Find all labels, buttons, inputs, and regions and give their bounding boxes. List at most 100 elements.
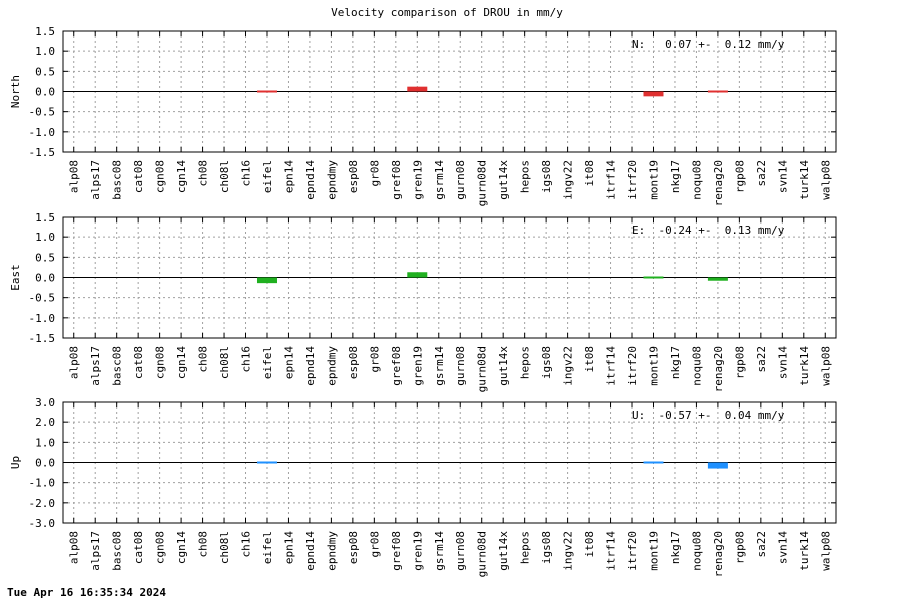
x-tick-label: gurn08 (454, 531, 467, 571)
x-tick-label: gurn08d (476, 160, 489, 206)
bar-mont19 (643, 461, 664, 464)
x-tick-label: igs08 (540, 531, 553, 564)
x-tick-label: itrf14 (605, 346, 618, 386)
x-tick-label: walp08 (819, 531, 832, 571)
x-tick-label: cgn14 (175, 531, 188, 564)
x-tick-label: esp08 (347, 160, 360, 193)
x-tick-label: renag20 (712, 160, 725, 206)
x-tick-label: mont19 (647, 531, 660, 571)
x-tick-label: turk14 (798, 346, 811, 386)
x-tick-label: gut14x (497, 531, 510, 571)
x-tick-label: cgn08 (154, 346, 167, 379)
x-tick-label: basc08 (111, 346, 124, 386)
plot-frame (62, 216, 837, 339)
x-tick-label: sa22 (755, 160, 768, 187)
y-tick-label: 2.0 (35, 416, 55, 429)
x-tick-label: epn14 (282, 531, 295, 564)
x-tick-label: ch08l (218, 531, 231, 564)
y-tick-label: -1.5 (29, 146, 56, 159)
x-tick-label: basc08 (111, 160, 124, 200)
chart-panel-up: -3.0 -2.0 -1.0 0.0 1.0 2.0 3.0 alp08 alps17 basc0… (9, 396, 837, 577)
x-tick-label: rgp08 (733, 531, 746, 564)
x-tick-label: renag20 (712, 531, 725, 577)
x-tick-label: epndmy (325, 531, 338, 571)
y-tick-label: 1.5 (35, 211, 55, 224)
x-tick-label: nkg17 (669, 531, 682, 564)
x-tick-label: noqu08 (690, 531, 703, 571)
x-tick-label: it08 (583, 531, 596, 558)
x-tick-label: it08 (583, 346, 596, 373)
x-tick-label: gref08 (390, 531, 403, 571)
x-tick-label: ch08 (197, 346, 210, 373)
plot-frame (62, 401, 837, 524)
stat-annotation: E: -0.24 +- 0.13 mm/y (632, 224, 785, 237)
x-tick-label: cgn08 (154, 160, 167, 193)
x-tick-label: rgp08 (733, 346, 746, 379)
x-tick-label: cgn08 (154, 531, 167, 564)
x-tick-label: gref08 (390, 160, 403, 200)
bar-renag20 (707, 462, 728, 469)
y-tick-label: 1.0 (35, 436, 55, 449)
bar-renag20 (707, 277, 728, 281)
y-axis-label: North (9, 75, 22, 108)
x-tick-label: walp08 (819, 346, 832, 386)
y-tick-label: -2.0 (29, 497, 56, 510)
chart-panel-north: -1.5 -1.0 -0.5 0.0 0.5 1.0 1.5 alp08 alps17 basc0… (9, 25, 837, 206)
bar-gren19 (407, 86, 428, 92)
x-tick-label: itrf14 (605, 531, 618, 571)
x-tick-label: ch16 (240, 160, 253, 187)
x-tick-label: gurn08d (476, 531, 489, 577)
x-tick-label: itrf20 (626, 346, 639, 386)
x-tick-label: cgn14 (175, 346, 188, 379)
x-tick-label: basc08 (111, 531, 124, 571)
x-tick-label: alps17 (89, 346, 102, 386)
bar-gren19 (407, 272, 428, 278)
x-tick-label: turk14 (798, 160, 811, 200)
x-tick-label: hepos (519, 346, 532, 379)
figure-title: Velocity comparison of DROU in mm/y (331, 6, 563, 19)
x-tick-label: gr08 (368, 160, 381, 187)
x-tick-label: gurn08 (454, 346, 467, 386)
x-tick-label: epn14 (282, 346, 295, 379)
y-axis-label: East (9, 264, 22, 291)
x-tick-label: igs08 (540, 160, 553, 193)
y-tick-label: 1.0 (35, 231, 55, 244)
x-tick-label: epndmy (325, 160, 338, 200)
x-tick-label: cgn14 (175, 160, 188, 193)
x-tick-label: alp08 (68, 346, 81, 379)
x-tick-label: cat08 (132, 531, 145, 564)
y-tick-label: 0.5 (35, 251, 55, 264)
x-tick-label: noqu08 (690, 160, 703, 200)
x-tick-label: itrf20 (626, 531, 639, 571)
y-tick-label: -1.5 (29, 332, 56, 345)
x-tick-label: gsrm14 (433, 160, 446, 200)
x-tick-label: epn14 (282, 160, 295, 193)
x-tick-label: eifel (261, 160, 274, 193)
x-tick-label: svn14 (776, 160, 789, 193)
x-tick-label: it08 (583, 160, 596, 187)
x-tick-label: svn14 (776, 346, 789, 379)
bar-mont19 (643, 91, 664, 97)
x-tick-label: esp08 (347, 531, 360, 564)
x-tick-label: noqu08 (690, 346, 703, 386)
x-tick-label: turk14 (798, 531, 811, 571)
x-tick-label: ingv22 (562, 531, 575, 571)
x-tick-label: alps17 (89, 531, 102, 571)
x-tick-label: gsrm14 (433, 346, 446, 386)
y-tick-label: -1.0 (29, 312, 56, 325)
bar-eifel (256, 277, 277, 284)
x-tick-label: gut14x (497, 346, 510, 386)
x-tick-label: mont19 (647, 160, 660, 200)
y-tick-label: 3.0 (35, 396, 55, 409)
y-tick-label: -0.5 (29, 292, 56, 305)
x-tick-label: gren19 (411, 531, 424, 571)
x-tick-label: ch16 (240, 346, 253, 373)
x-tick-label: itrf20 (626, 160, 639, 200)
x-tick-label: walp08 (819, 160, 832, 200)
x-tick-label: eifel (261, 531, 274, 564)
stat-annotation: U: -0.57 +- 0.04 mm/y (632, 409, 785, 422)
y-tick-label: -3.0 (29, 517, 56, 530)
x-tick-label: gut14x (497, 160, 510, 200)
